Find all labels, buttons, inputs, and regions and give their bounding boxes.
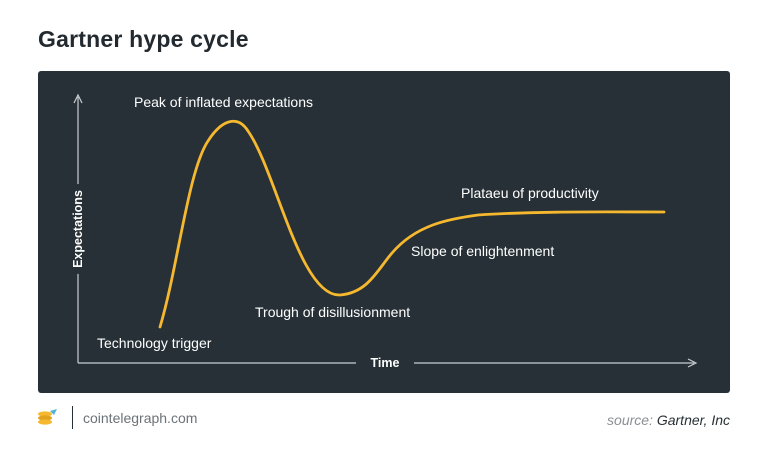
footer-site-link[interactable]: cointelegraph.com [83,410,198,426]
source-name: Gartner, Inc [656,412,730,428]
stage-slope-of-enlightenment: Slope of enlightenment [411,243,554,259]
hype-cycle-diagram: Time Expectations Technology trigger Pea… [38,71,730,393]
stage-technology-trigger: Technology trigger [97,335,212,351]
y-axis-label: Expectations [71,190,85,268]
cointelegraph-logo-icon [38,409,57,425]
x-axis-arrow-icon [687,358,698,368]
stage-trough-of-disillusionment: Trough of disillusionment [255,304,410,320]
source-prefix: source: [607,412,653,428]
y-axis-arrow-icon [73,93,83,104]
hype-curve [158,119,666,329]
y-axis-label-mask [67,184,89,274]
diagram-canvas: Time Expectations Technology trigger Pea… [67,93,698,371]
stage-plateau-of-productivity: Plataeu of productivity [461,185,599,201]
x-axis-label: Time [371,356,400,370]
x-axis-label-mask [364,355,406,371]
footer-source: source: Gartner, Inc [607,412,730,428]
footer-divider [72,406,73,429]
page-title: Gartner hype cycle [38,26,249,52]
stage-peak-of-inflated-expectations: Peak of inflated expectations [134,94,313,110]
